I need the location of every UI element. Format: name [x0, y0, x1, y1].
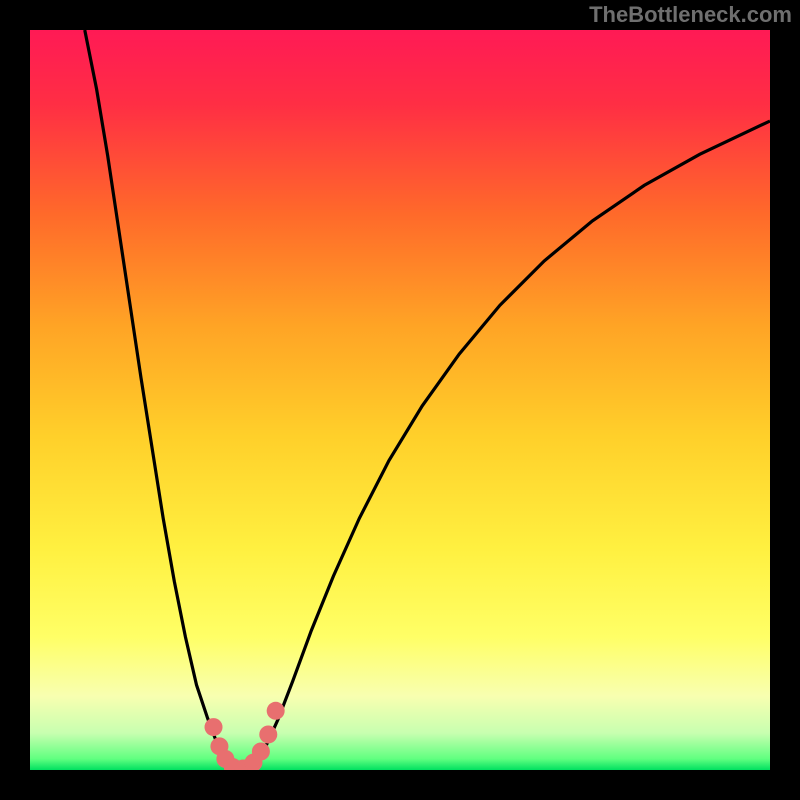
plot-area: [30, 30, 770, 770]
chart-container: TheBottleneck.com: [0, 0, 800, 800]
curve-overlay: [30, 30, 770, 770]
watermark-text: TheBottleneck.com: [589, 2, 792, 28]
marker-point: [267, 702, 285, 720]
marker-point: [252, 743, 270, 761]
marker-point: [205, 718, 223, 736]
curve-right: [242, 121, 770, 770]
marker-point: [259, 725, 277, 743]
marker-group: [205, 702, 285, 770]
curve-left: [85, 30, 242, 770]
